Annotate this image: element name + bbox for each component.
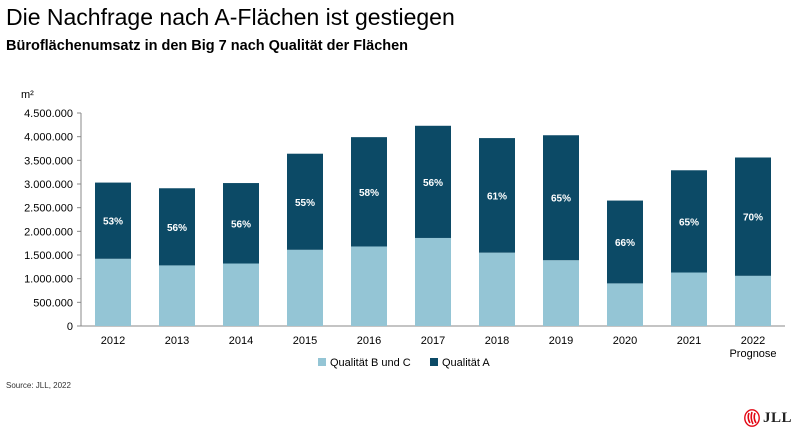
bar-segment-quality-a — [159, 188, 195, 266]
y-axis-unit-label: m² — [21, 89, 34, 101]
bar-segment-quality-a — [607, 200, 643, 284]
y-tick-label: 2.000.000 — [24, 226, 73, 238]
data-label: 53% — [103, 217, 123, 228]
bar-segment-quality-a — [671, 170, 707, 273]
chart-subtitle: Büroflächenumsatz in den Big 7 nach Qual… — [6, 38, 409, 54]
y-tick-label: 4.500.000 — [24, 108, 73, 120]
y-tick-label: 500.000 — [33, 297, 73, 309]
bar-segment-quality-a — [287, 153, 323, 250]
bar-segment-quality-a — [735, 157, 771, 276]
legend-swatch — [318, 358, 326, 366]
bar-segment-quality-b-c — [735, 275, 771, 326]
bar-segment-quality-b-c — [95, 258, 131, 326]
x-tick-label: 2019 — [549, 335, 573, 347]
data-label: 70% — [743, 213, 763, 224]
bar-segment-quality-a — [479, 138, 515, 253]
y-tick-label: 0 — [67, 321, 73, 333]
source-note: Source: JLL, 2022 — [6, 381, 71, 390]
y-tick-label: 4.000.000 — [24, 132, 73, 144]
x-tick-label: 2014 — [229, 335, 253, 347]
x-tick-label: 2022 — [741, 335, 765, 347]
legend-label: Qualität B und C — [330, 357, 411, 369]
bar-segment-quality-b-c — [159, 265, 195, 326]
y-tick-label: 2.500.000 — [24, 203, 73, 215]
x-tick-label: 2015 — [293, 335, 317, 347]
bar-segment-quality-b-c — [415, 237, 451, 326]
data-label: 58% — [359, 188, 379, 199]
x-tick-label: 2012 — [101, 335, 125, 347]
y-tick-label: 3.500.000 — [24, 155, 73, 167]
data-label: 66% — [615, 238, 635, 249]
x-tick-label: 2020 — [613, 335, 637, 347]
bar-segment-quality-b-c — [479, 252, 515, 326]
bar-segment-quality-b-c — [607, 283, 643, 326]
bar-segment-quality-b-c — [287, 249, 323, 326]
jll-logo: JLL — [744, 409, 792, 427]
jll-logo-text: JLL — [763, 409, 793, 426]
bar-segment-quality-a — [351, 137, 387, 247]
bar-segment-quality-a — [415, 125, 451, 238]
bar-segment-quality-b-c — [543, 260, 579, 326]
x-tick-label: 2021 — [677, 335, 701, 347]
bar-segment-quality-b-c — [671, 272, 707, 326]
x-tick-sublabel: Prognose — [729, 348, 776, 360]
x-tick-label: 2018 — [485, 335, 509, 347]
chart-title: Die Nachfrage nach A-Flächen ist gestieg… — [6, 4, 455, 30]
bar-segment-quality-a — [95, 182, 131, 259]
y-tick-label: 1.000.000 — [24, 274, 73, 286]
legend-swatch — [430, 358, 438, 366]
data-label: 61% — [487, 191, 507, 202]
bar-segment-quality-a — [223, 183, 259, 264]
jll-flame-icon — [744, 409, 760, 427]
data-label: 65% — [679, 217, 699, 228]
x-tick-label: 2013 — [165, 335, 189, 347]
legend-label: Qualität A — [442, 357, 490, 369]
bar-segment-quality-b-c — [351, 246, 387, 326]
data-label: 55% — [295, 198, 315, 209]
bar-segment-quality-a — [543, 135, 579, 261]
y-tick-label: 1.500.000 — [24, 250, 73, 262]
y-tick-label: 3.000.000 — [24, 179, 73, 191]
data-label: 56% — [231, 219, 251, 230]
x-tick-label: 2017 — [421, 335, 445, 347]
x-tick-label: 2016 — [357, 335, 381, 347]
data-label: 56% — [167, 223, 187, 234]
data-label: 65% — [551, 194, 571, 205]
bar-segment-quality-b-c — [223, 263, 259, 326]
data-label: 56% — [423, 178, 443, 189]
